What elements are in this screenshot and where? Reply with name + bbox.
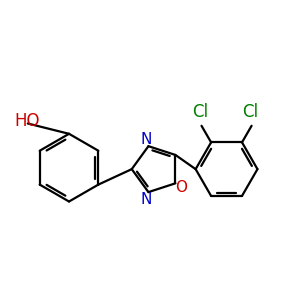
Text: N: N <box>140 192 152 207</box>
Text: N: N <box>140 132 152 147</box>
Text: HO: HO <box>15 112 40 130</box>
Text: Cl: Cl <box>192 103 208 122</box>
Text: Cl: Cl <box>242 103 258 122</box>
Text: O: O <box>176 180 188 195</box>
